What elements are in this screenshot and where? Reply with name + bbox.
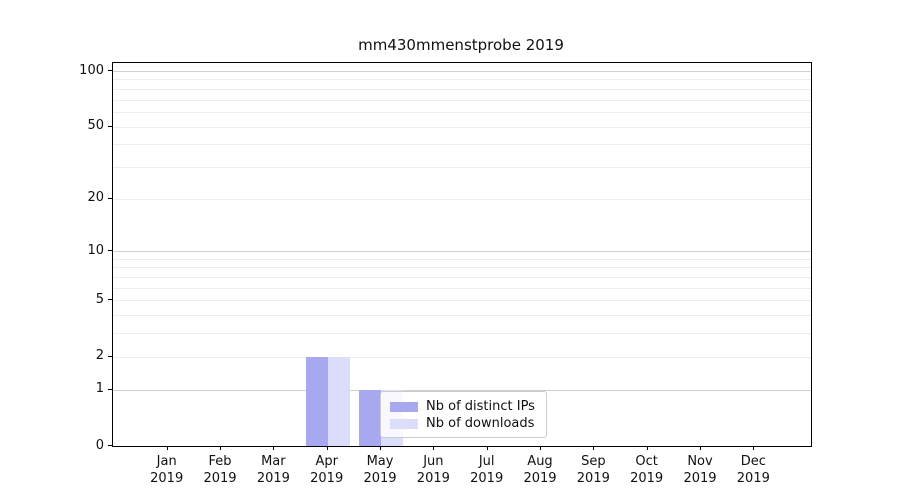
x-tick-mark — [540, 446, 541, 450]
y-tick-mark — [108, 125, 112, 127]
x-tick-label: Sep 2019 — [576, 454, 610, 486]
y-tick-mark — [108, 388, 112, 390]
x-tick-mark — [220, 446, 222, 450]
gridline-minor — [113, 99, 811, 101]
gridline-minor — [113, 79, 811, 81]
gridline-minor — [113, 126, 811, 128]
legend-row-distinct-ips: Nb of distinct IPs — [390, 399, 537, 414]
x-tick-label: Apr 2019 — [310, 454, 344, 486]
gridline-minor — [113, 300, 811, 302]
gridline-minor — [113, 144, 811, 146]
plot-area — [112, 62, 812, 447]
x-tick-mark — [273, 446, 275, 450]
x-tick-mark — [433, 446, 435, 450]
gridline-minor — [113, 258, 811, 260]
gridline-minor — [113, 315, 811, 317]
x-tick-label: Oct 2019 — [630, 454, 664, 486]
legend: Nb of distinct IPs Nb of downloads — [380, 391, 547, 438]
x-tick-label: Aug 2019 — [523, 454, 557, 486]
legend-label-downloads: Nb of downloads — [426, 416, 535, 431]
legend-swatch-distinct-ips — [390, 401, 418, 412]
gridline-minor — [113, 111, 811, 113]
x-tick-mark — [326, 446, 328, 450]
x-tick-label: May 2019 — [363, 454, 397, 486]
bar-distinct-ips — [305, 356, 328, 446]
x-tick-label: Mar 2019 — [256, 454, 290, 486]
x-tick-label: Nov 2019 — [683, 454, 717, 486]
legend-swatch-downloads — [390, 418, 418, 429]
gridline-minor — [113, 88, 811, 90]
x-tick-mark — [166, 446, 168, 450]
gridline-minor — [113, 287, 811, 289]
y-tick-mark — [108, 299, 112, 301]
bar-downloads — [327, 356, 350, 446]
y-tick-label: 20 — [87, 190, 104, 206]
gridline-minor — [113, 333, 811, 335]
x-tick-mark — [486, 446, 488, 450]
gridline-minor — [113, 198, 811, 200]
gridline-minor — [113, 166, 811, 168]
gridline-minor — [113, 277, 811, 279]
chart-title: mm430mmenstprobe 2019 — [358, 36, 564, 54]
gridline-minor — [113, 356, 811, 358]
y-tick-mark — [108, 445, 112, 446]
y-tick-label: 5 — [95, 291, 104, 307]
y-tick-label: 1 — [95, 381, 104, 397]
y-tick-label: 100 — [79, 62, 104, 78]
x-tick-mark — [593, 446, 595, 450]
x-tick-mark — [753, 446, 755, 450]
gridline-major — [113, 71, 811, 72]
x-tick-label: Jul 2019 — [470, 454, 504, 486]
gridline-major — [113, 389, 811, 391]
bar-distinct-ips — [359, 389, 382, 446]
y-tick-label: 0 — [95, 437, 104, 453]
x-tick-mark — [380, 446, 382, 450]
gridline-minor — [113, 267, 811, 269]
y-tick-mark — [108, 250, 112, 252]
y-tick-mark — [108, 197, 112, 199]
x-tick-label: Jun 2019 — [416, 454, 450, 486]
legend-label-distinct-ips: Nb of distinct IPs — [426, 399, 535, 414]
x-tick-mark — [700, 446, 701, 450]
gridline-major — [113, 251, 811, 253]
y-tick-label: 50 — [87, 118, 104, 134]
y-tick-mark — [108, 355, 112, 357]
x-tick-label: Jan 2019 — [150, 454, 184, 486]
y-tick-mark — [108, 70, 112, 71]
x-tick-label: Feb 2019 — [203, 454, 237, 486]
y-tick-label: 10 — [87, 242, 104, 258]
x-tick-mark — [646, 446, 648, 450]
x-tick-label: Dec 2019 — [736, 454, 770, 486]
legend-row-downloads: Nb of downloads — [390, 416, 537, 431]
y-tick-label: 2 — [95, 348, 104, 364]
